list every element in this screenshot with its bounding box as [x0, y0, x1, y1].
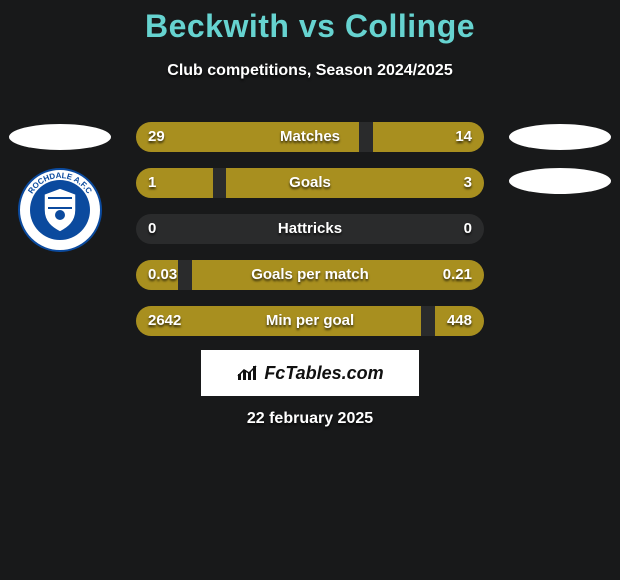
watermark: FcTables.com	[201, 350, 419, 396]
stat-value-right: 448	[447, 306, 472, 336]
stat-label: Hattricks	[136, 214, 484, 244]
stat-row: 29Matches14	[136, 122, 484, 152]
stat-value-right: 3	[464, 168, 472, 198]
stat-label: Goals per match	[136, 260, 484, 290]
stat-value-right: 0	[464, 214, 472, 244]
bars-chart-icon	[236, 364, 260, 382]
left-club-badge: ROCHDALE A.F.C THE DALE	[18, 168, 102, 252]
right-player-col	[505, 0, 615, 212]
right-ellipse-placeholder-1	[509, 124, 611, 150]
left-ellipse-placeholder	[9, 124, 111, 150]
left-player-col: ROCHDALE A.F.C THE DALE	[5, 0, 115, 252]
title-right: Collinge	[345, 8, 475, 44]
stat-row: 0.03Goals per match0.21	[136, 260, 484, 290]
date-text: 22 february 2025	[0, 410, 620, 428]
stat-label: Goals	[136, 168, 484, 198]
stage: Beckwith vs Collinge Club competitions, …	[0, 0, 620, 580]
stat-row: 1Goals3	[136, 168, 484, 198]
stat-bars: 29Matches14 1Goals3 0Hattricks0 0.03Goals p…	[136, 122, 484, 352]
stat-value-right: 0.21	[443, 260, 472, 290]
right-ellipse-placeholder-2	[509, 168, 611, 194]
stat-label: Min per goal	[136, 306, 484, 336]
stat-value-right: 14	[455, 122, 472, 152]
title-vs: vs	[289, 8, 344, 44]
stat-row: 0Hattricks0	[136, 214, 484, 244]
stat-row: 2642Min per goal448	[136, 306, 484, 336]
title-left: Beckwith	[145, 8, 289, 44]
watermark-text: FcTables.com	[264, 363, 383, 384]
rochdale-badge-icon: ROCHDALE A.F.C THE DALE	[18, 168, 102, 252]
stat-label: Matches	[136, 122, 484, 152]
